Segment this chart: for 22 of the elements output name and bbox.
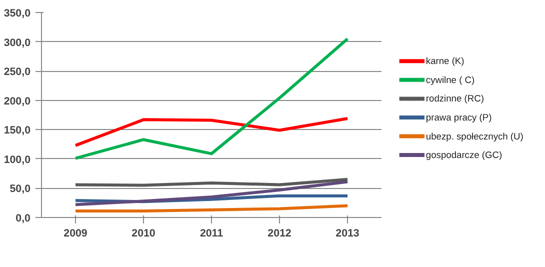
line-series [74, 117, 349, 147]
y-tick-label: 300,0 [4, 36, 31, 49]
y-tick-label: 350,0 [4, 8, 31, 20]
legend-label: ubezp. społecznych (U) [426, 131, 524, 142]
legend-label: prawa pracy (P) [426, 112, 492, 122]
legend-label: cywilne ( C) [426, 74, 475, 85]
line-series [74, 37, 349, 160]
y-tick-label: 150,0 [4, 124, 31, 137]
x-tick-label: 2009 [64, 228, 88, 240]
y-tick-label: 50,0 [10, 183, 31, 196]
x-tick-label: 2011 [200, 228, 224, 240]
legend-label: karne (K) [426, 56, 464, 66]
y-tick-label: 100,0 [4, 154, 31, 166]
y-tick-label: 0,0 [16, 212, 31, 224]
y-tick-label: 250,0 [4, 66, 31, 78]
x-tick-label: 2010 [132, 228, 156, 240]
x-tick-label: 2012 [268, 228, 292, 240]
line-series [74, 180, 349, 206]
y-tick-label: 200,0 [4, 95, 31, 108]
x-tick-label: 2013 [336, 228, 360, 240]
legend-label: gospodarcze (GC) [426, 150, 502, 160]
legend-label: rodzinne (RC) [426, 94, 484, 104]
